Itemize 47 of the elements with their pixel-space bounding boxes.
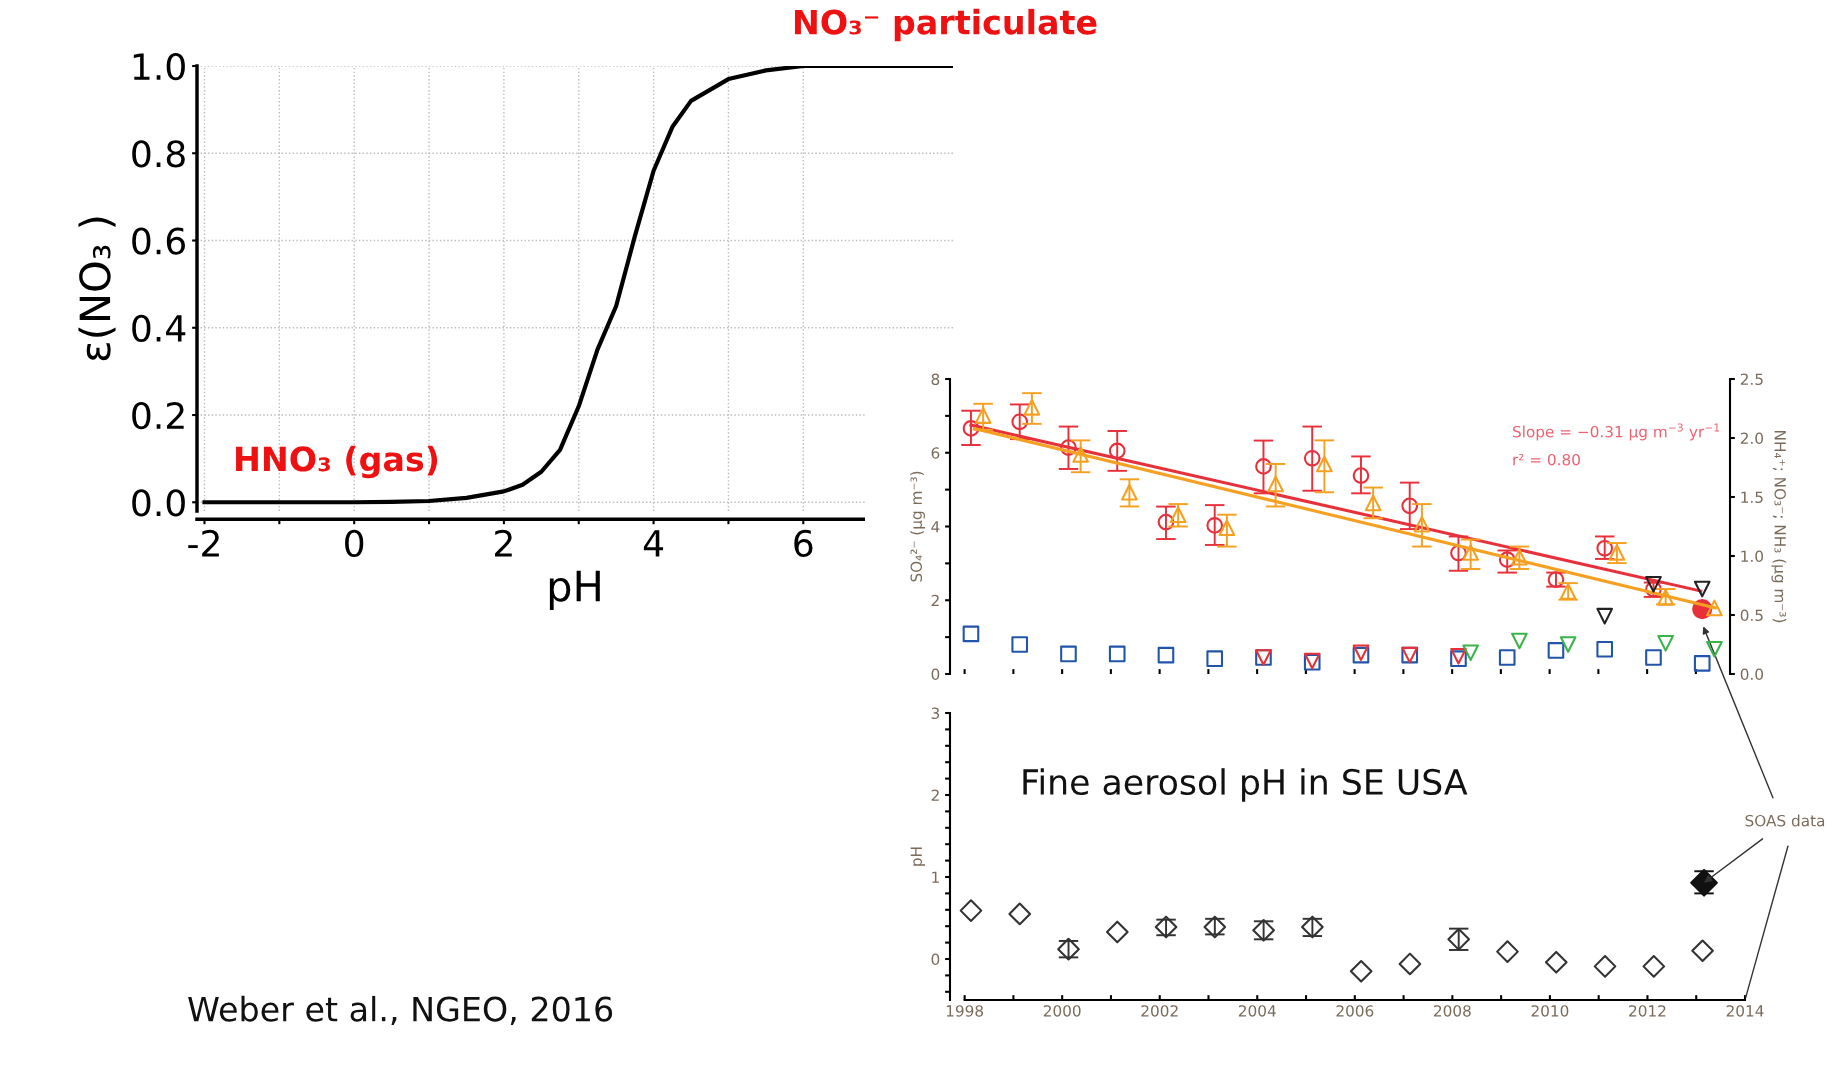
x-tick-label: 2002	[1141, 1005, 1178, 1017]
x-tick-label: 2004	[1238, 1005, 1276, 1017]
x-tick-label: 2	[495, 529, 512, 557]
x-tick-label: 2008	[1434, 1005, 1471, 1017]
y-tick-label: 2	[931, 594, 939, 607]
x-tick-label: 2006	[1336, 1005, 1374, 1017]
y2-tick-label: 2.0	[1740, 432, 1763, 445]
annotation: SOAS data	[1745, 814, 1825, 827]
annotation: Fine aerosol pH in SE USA	[1023, 768, 1468, 802]
y-axis-title: ε(NO₃ )	[78, 217, 116, 361]
x-tick-label: 2010	[1531, 1005, 1569, 1017]
annotation: Slope = −0.31 µg m$^{−3}$ yr$^{−1}$	[1513, 423, 1720, 441]
x-tick-label: 2012	[1629, 1005, 1666, 1017]
y2-tick-label: 1.5	[1741, 491, 1763, 504]
y2-tick-label: 1.0	[1741, 550, 1763, 563]
y-tick-label: 0.8	[132, 140, 185, 168]
x-axis-title: pH	[549, 570, 600, 610]
y-tick-label: 1	[932, 871, 939, 883]
y-tick-label: 0	[931, 668, 940, 681]
y2-axis-title: NH₄⁺; NO₃⁻; NH₃ (µg m⁻³)	[1771, 431, 1787, 623]
x-tick-label: 6	[794, 529, 813, 558]
y-tick-label: 0.4	[132, 314, 186, 342]
y-tick-label: 4	[931, 521, 940, 533]
y2-tick-label: 2.5	[1740, 373, 1763, 386]
x-tick-label: 2000	[1043, 1005, 1081, 1017]
annotation: HNO₃ (gas)	[236, 445, 438, 479]
y-tick-label: 0.0	[132, 489, 185, 517]
annotation: r² = 0.80	[1513, 453, 1580, 466]
y-tick-label: 8	[931, 373, 940, 386]
x-tick-label: 4	[643, 530, 664, 557]
y-tick-label: 3	[931, 707, 940, 720]
y-tick-label: 0	[931, 953, 940, 966]
y-axis-title: SO₄²⁻ (µg m⁻³)	[910, 471, 925, 582]
y2-tick-label: 0.0	[1740, 668, 1763, 681]
y-tick-label: 6	[931, 447, 940, 459]
text: Weber et al., NGEO, 2016	[188, 995, 613, 1026]
text: NO₃⁻ particulate	[794, 8, 1097, 42]
x-tick-label: -2	[188, 529, 219, 557]
y-tick-label: 0.6	[132, 227, 186, 255]
x-tick-label: 2014	[1726, 1005, 1764, 1017]
y-tick-label: 2	[931, 789, 939, 801]
y-tick-label: 0.2	[132, 401, 184, 430]
x-tick-label: 0	[345, 529, 364, 558]
y2-tick-label: 0.5	[1740, 609, 1763, 622]
x-tick-label: 1998	[946, 1005, 984, 1017]
y-axis-title: pH	[910, 847, 925, 866]
y-tick-label: 1.0	[133, 52, 185, 81]
